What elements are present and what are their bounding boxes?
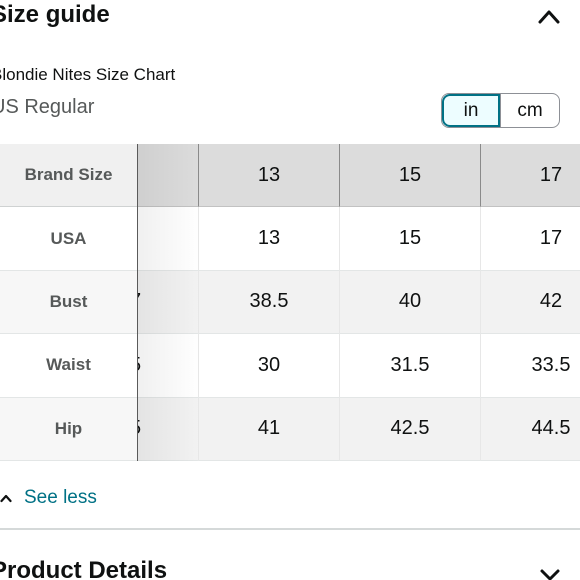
size-table-scroll-area[interactable]: 13 15 17 13 15 17 7 38.5 40 42 5 30 31.5… [138,144,580,461]
table-row: 13 15 17 [138,207,580,271]
size-table-row-labels: Brand Size USA Bust Waist Hip [0,144,137,461]
table-cell [138,207,199,271]
size-region: US Regular [0,96,95,118]
size-guide-title: Size guide [0,1,110,28]
table-cell: 13 [199,207,340,271]
see-less-label: See less [24,487,97,508]
table-cell: 31.5 [340,334,481,398]
table-cell: 42 [481,270,580,335]
unit-cm-button[interactable]: cm [500,94,559,127]
size-table[interactable]: Brand Size USA Bust Waist Hip 13 15 17 1… [0,144,580,461]
size-table-grid: 13 15 17 13 15 17 7 38.5 40 42 5 30 31.5… [138,144,580,461]
row-label-brand-size: Brand Size [0,144,137,208]
table-cell: 38.5 [199,270,340,335]
table-cell: 5 [138,334,199,398]
size-guide-header[interactable]: Size guide [0,0,580,40]
table-cell [138,144,199,208]
unit-in-button[interactable]: in [442,94,500,127]
table-row: 13 15 17 [138,144,580,208]
row-label-hip: Hip [0,397,137,461]
table-cell: 15 [340,207,481,271]
sticky-column-divider [137,144,138,461]
table-row: 5 41 42.5 44.5 [138,397,580,461]
table-cell: 42.5 [340,397,481,461]
chevron-down-icon[interactable] [536,566,564,580]
unit-toggle[interactable]: in cm [441,93,560,128]
table-row: 7 38.5 40 42 [138,270,580,335]
row-label-usa: USA [0,207,137,271]
row-label-waist: Waist [0,334,137,398]
table-cell: 41 [199,397,340,461]
row-label-bust: Bust [0,270,137,335]
chevron-up-icon[interactable] [534,4,564,28]
see-less-link[interactable]: See less [0,485,97,511]
table-cell: 7 [138,270,199,335]
size-chart-name: Blondie Nites Size Chart [0,65,176,84]
table-cell: 17 [481,207,580,271]
table-row: 5 30 31.5 33.5 [138,334,580,398]
table-cell: 30 [199,334,340,398]
table-cell: 33.5 [481,334,580,398]
table-cell: 13 [199,144,340,208]
section-divider [0,528,580,530]
table-cell: 15 [340,144,481,208]
table-cell: 44.5 [481,397,580,461]
product-details-title[interactable]: Product Details [0,557,168,580]
table-cell: 40 [340,270,481,335]
table-cell: 5 [138,397,199,461]
chevron-up-icon [0,494,12,503]
table-cell: 17 [481,144,580,208]
